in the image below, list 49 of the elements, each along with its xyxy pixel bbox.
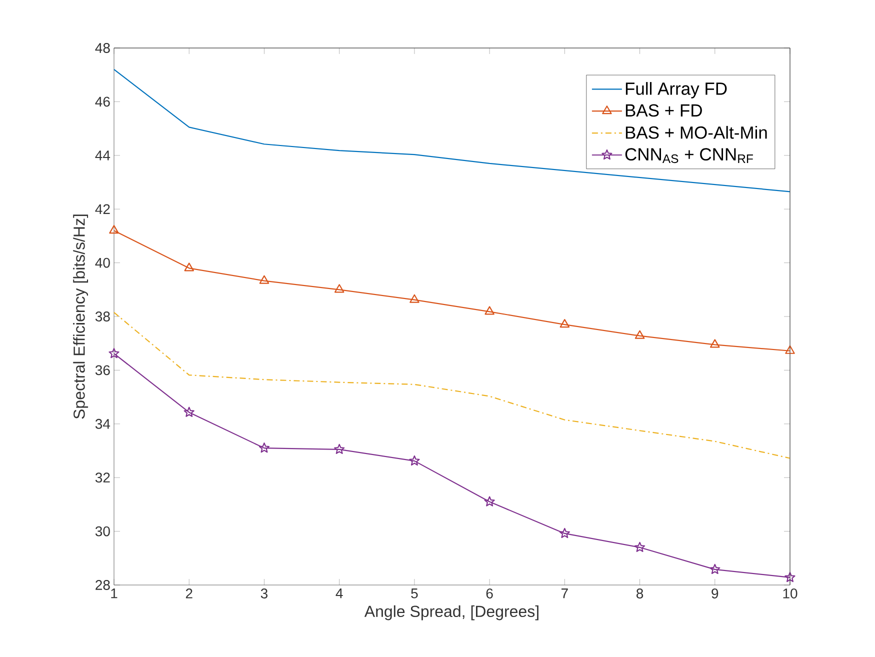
point: [184, 262, 194, 272]
point: [109, 225, 119, 234]
point: [559, 528, 570, 538]
point: [560, 319, 570, 328]
x-tick-label: 4: [336, 588, 343, 598]
y-tick-label: 28: [96, 580, 110, 590]
point: [410, 294, 420, 303]
point: [484, 496, 495, 506]
x-tick-label: 1: [111, 588, 118, 598]
y-tick-label: 34: [95, 418, 110, 429]
x-axis-title: Angle Spread, [Degrees]: [364, 605, 538, 620]
y-tick-label: 32: [95, 472, 110, 483]
point: [634, 542, 646, 552]
point: [710, 339, 720, 348]
legend-label: BAS + FD: [626, 104, 702, 117]
y-tick-label: 36: [95, 365, 110, 376]
x-tick-label: 10: [783, 588, 798, 598]
x-tick-label: 5: [411, 588, 418, 598]
y-axis-title: Spectral Efficiency [bits/s/Hz]: [73, 214, 88, 419]
y-tick-label: 38: [95, 312, 110, 322]
y-tick-label: 42: [95, 204, 110, 214]
point: [334, 444, 345, 454]
point: [258, 442, 270, 453]
x-tick-label: 3: [260, 588, 268, 598]
y-tick-label: 48: [95, 43, 110, 53]
y-tick-label: 40: [95, 258, 110, 268]
point: [259, 275, 270, 284]
point: [334, 284, 344, 293]
x-tick-label: 7: [561, 588, 568, 598]
point: [108, 348, 120, 358]
x-tick-label: 8: [636, 588, 644, 598]
point: [784, 572, 796, 582]
point: [785, 345, 795, 354]
y-tick-label: 30: [95, 526, 110, 536]
y-tick-label: 44: [95, 150, 110, 160]
line-series: [113, 68, 791, 192]
x-tick-label: 6: [486, 588, 493, 598]
legend-label: BAS + MO-Alt-Min: [626, 126, 767, 139]
legend-label: Full Array FD: [626, 82, 727, 98]
line-series: [113, 312, 791, 459]
point: [184, 406, 194, 417]
point: [409, 455, 420, 466]
legend-label: CNN$_{AS}$ + CNN$_{RF}$: [625, 148, 753, 164]
point: [484, 306, 494, 315]
point: [710, 564, 720, 574]
y-tick-label: 46: [95, 96, 110, 107]
x-tick-label: 2: [186, 588, 192, 598]
point: [634, 330, 645, 339]
x-tick-label: 9: [712, 588, 718, 598]
